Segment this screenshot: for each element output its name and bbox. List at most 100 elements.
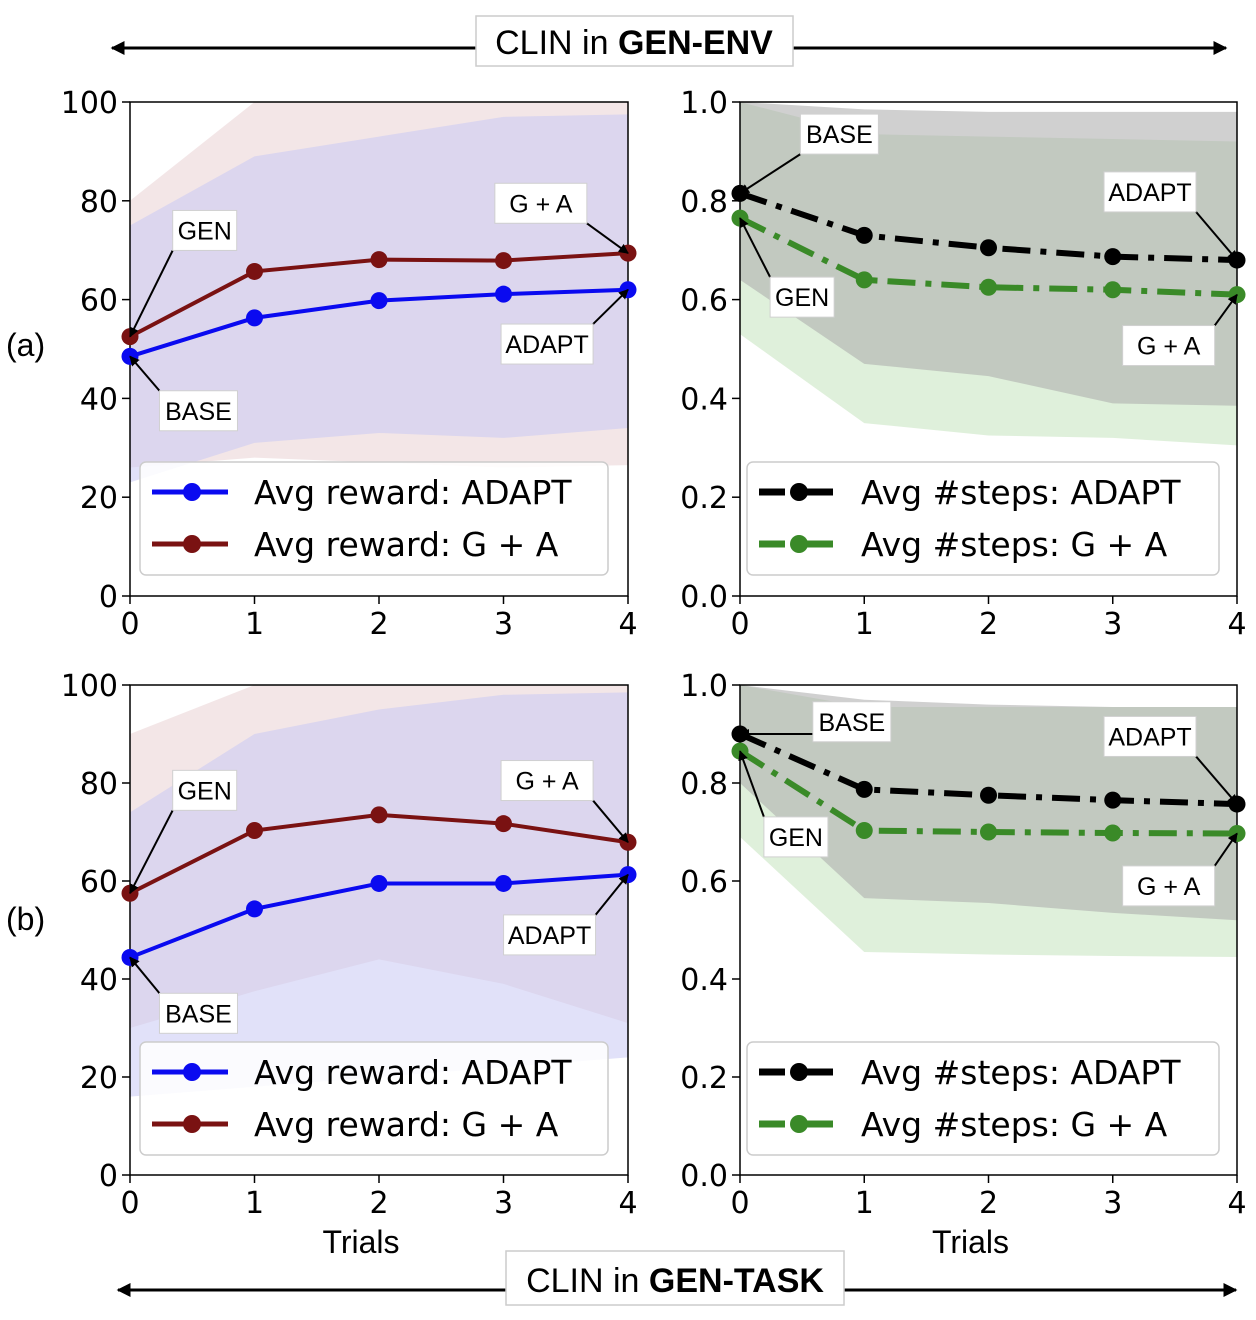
data-point — [980, 239, 997, 257]
annotation-g-a: G + A — [1122, 832, 1238, 907]
annotation-box — [769, 276, 835, 318]
annotation-label: BASE — [818, 709, 885, 737]
legend: Avg reward: ADAPT Avg reward: G + A — [139, 461, 609, 576]
y-tick-label: 0.8 — [680, 185, 728, 220]
annotation-gen: GEN — [129, 209, 238, 338]
x-tick-label: 3 — [1103, 607, 1122, 642]
data-point — [370, 251, 388, 269]
annotation-box — [812, 701, 892, 743]
y-tick-label: 0.0 — [680, 580, 728, 615]
legend: Avg #steps: ADAPT Avg #steps: G + A — [746, 1041, 1220, 1156]
x-tick-label: 2 — [979, 607, 998, 642]
annotation-box — [158, 992, 238, 1034]
y-tick-label: 0 — [99, 1159, 118, 1194]
x-tick-label: 4 — [618, 1186, 637, 1221]
annotation-gen: GEN — [739, 217, 835, 318]
annotation-box — [1103, 171, 1197, 213]
x-axis-label: Trials — [932, 1224, 1009, 1260]
legend-entry: Avg reward: G + A — [152, 1105, 559, 1144]
y-tick-label: 0.0 — [680, 1159, 728, 1194]
x-tick-label: 2 — [369, 607, 388, 642]
data-point — [1104, 791, 1122, 809]
legend-label: Avg reward: G + A — [254, 525, 559, 564]
legend: Avg #steps: ADAPT Avg #steps: G + A — [746, 461, 1220, 576]
annotation-base: BASE — [739, 113, 879, 195]
annotation-arrow — [739, 153, 801, 195]
annotation-box — [500, 323, 594, 365]
annotation-box — [494, 182, 588, 224]
annotation-label: BASE — [806, 121, 873, 149]
annotation-label: GEN — [775, 284, 829, 312]
annotation-arrow — [1195, 211, 1238, 261]
y-tick-label: 100 — [61, 669, 118, 704]
legend-label: Avg reward: G + A — [254, 1105, 559, 1144]
data-point — [246, 262, 263, 280]
legend-entry: Avg #steps: ADAPT — [759, 473, 1181, 512]
annotation-g-a: G + A — [1122, 293, 1238, 367]
y-tick-label: 60 — [80, 284, 118, 319]
y-tick-label: 0.8 — [680, 767, 728, 802]
annotation-adapt: ADAPT — [1103, 171, 1238, 261]
data-point — [980, 786, 997, 804]
y-tick-label: 20 — [80, 1061, 118, 1096]
y-tick-label: 0.2 — [680, 481, 728, 516]
top-banner-box — [475, 15, 794, 67]
top-banner-label: CLIN in GEN-ENV — [495, 24, 773, 62]
annotation-label: ADAPT — [505, 331, 588, 359]
row-label-a: (a) — [6, 327, 45, 363]
legend-box — [746, 1041, 1220, 1156]
annotation-arrow — [129, 355, 161, 392]
x-tick-label: 1 — [855, 607, 874, 642]
y-tick-label: 0.4 — [680, 382, 728, 417]
x-tick-label: 3 — [494, 1186, 513, 1221]
annotation-label: G + A — [509, 190, 573, 218]
legend-box — [139, 1041, 609, 1156]
data-point — [980, 823, 997, 841]
legend-label: Avg #steps: G + A — [861, 1105, 1168, 1144]
y-tick-label: 0.6 — [680, 284, 728, 319]
x-tick-label: 4 — [1227, 1186, 1246, 1221]
y-tick-label: 0.6 — [680, 865, 728, 900]
data-point — [980, 278, 997, 296]
data-point — [370, 874, 388, 892]
x-axis-label: Trials — [322, 1224, 399, 1260]
y-tick-label: 60 — [80, 865, 118, 900]
legend: Avg reward: ADAPT Avg reward: G + A — [139, 1041, 609, 1156]
data-point — [1104, 824, 1122, 842]
x-tick-label: 3 — [1103, 1186, 1122, 1221]
legend-entry: Avg reward: ADAPT — [152, 473, 572, 512]
annotation-box — [763, 816, 829, 858]
legend-marker — [790, 483, 808, 501]
data-point — [855, 822, 873, 840]
annotation-box — [503, 914, 597, 956]
annotation-label: G + A — [1137, 333, 1201, 361]
data-point — [495, 874, 512, 892]
y-tick-label: 0.2 — [680, 1061, 728, 1096]
data-point — [495, 285, 512, 303]
annotation-arrow — [1213, 832, 1238, 867]
data-point — [246, 822, 263, 840]
x-tick-label: 0 — [120, 1186, 139, 1221]
x-tick-label: 4 — [1227, 607, 1246, 642]
legend-label: Avg #steps: ADAPT — [861, 1053, 1181, 1092]
annotation-box — [1103, 715, 1197, 757]
annotation-arrow — [592, 289, 629, 325]
x-tick-label: 0 — [730, 1186, 749, 1221]
legend-marker — [790, 1115, 808, 1133]
annotation-arrow — [1195, 755, 1238, 805]
panel-b-steps: 0 1 2 3 4 0.0 0.2 0.4 0.6 0.8 1.0 Trials BASE GEN ADAP… — [680, 669, 1246, 1260]
legend-label: Avg #steps: G + A — [861, 525, 1168, 564]
legend-marker — [790, 535, 808, 553]
y-tick-label: 100 — [61, 86, 118, 121]
annotation-label: ADAPT — [1108, 179, 1191, 207]
data-point — [1104, 248, 1122, 266]
bottom-banner: CLIN in GEN-TASK — [116, 1250, 1238, 1306]
annotation-base: BASE — [739, 701, 892, 743]
data-point — [1104, 281, 1122, 299]
legend-label: Avg reward: ADAPT — [254, 473, 572, 512]
annotation-g-a: G + A — [500, 760, 629, 844]
annotation-base: BASE — [129, 956, 238, 1034]
y-tick-label: 80 — [80, 767, 118, 802]
data-point — [855, 271, 873, 289]
